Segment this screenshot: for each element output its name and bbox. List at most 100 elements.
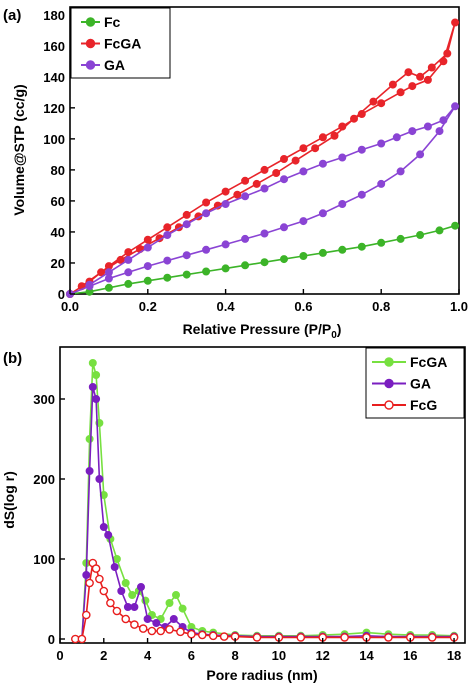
data-point (176, 627, 185, 637)
data-point (279, 154, 288, 163)
data-point (260, 184, 269, 193)
x-tick-label: 0.8 (372, 299, 390, 314)
data-point (88, 358, 97, 367)
data-point (299, 217, 308, 226)
x-tick-label: 0.0 (61, 299, 79, 314)
data-point (299, 167, 308, 176)
x-axis-title-a-main: Relative Pressure (P/P (183, 321, 332, 337)
legend-label: GA (410, 376, 431, 392)
panel-a: (a) 0.0 0.2 0.4 0.6 0.8 1.0 0 20 40 60 80 100 120 140… (3, 6, 468, 341)
data-point (169, 615, 178, 624)
data-point (291, 156, 300, 165)
y-tick-label: 0 (58, 287, 65, 302)
series-group-b (71, 358, 459, 644)
series-ga (66, 102, 460, 298)
data-point (95, 574, 104, 584)
data-point (182, 270, 191, 279)
data-point (85, 434, 94, 443)
data-point (124, 255, 133, 264)
data-point (423, 75, 432, 84)
data-point (330, 131, 339, 140)
data-point (178, 604, 187, 613)
y-tick-label: 0 (48, 632, 55, 647)
data-point (349, 114, 358, 123)
legend-entries-a: Fc FcGA GA (81, 14, 141, 73)
data-point (117, 587, 126, 596)
data-point (241, 176, 250, 185)
data-point (97, 268, 106, 277)
data-point (82, 610, 91, 620)
data-point (435, 127, 444, 136)
data-point (82, 571, 91, 580)
data-point (221, 199, 230, 208)
data-point (338, 199, 347, 208)
data-point (392, 133, 401, 142)
y-tick-label: 120 (43, 101, 65, 116)
x-tick-label: 0.2 (139, 299, 157, 314)
y-tick-label: 180 (43, 8, 65, 23)
data-point (416, 150, 425, 159)
data-point (241, 261, 250, 270)
data-point (388, 80, 397, 89)
plot-frame-a (69, 6, 460, 295)
data-point (318, 133, 327, 142)
legend-marker (384, 400, 394, 410)
data-point (202, 245, 211, 254)
x-tick-label: 14 (359, 648, 374, 663)
data-point (408, 127, 417, 136)
data-point (443, 49, 452, 58)
ticks-group-a: 0.0 0.2 0.4 0.6 0.8 1.0 0 20 40 60 80 100 120 140 160 1… (43, 8, 468, 314)
y-axis-title-a: Volume@STP (cc/g) (11, 84, 27, 215)
data-point (197, 630, 207, 640)
data-point (85, 280, 94, 289)
data-point (143, 276, 152, 285)
data-point (106, 598, 115, 608)
data-point (260, 165, 269, 174)
data-point (384, 633, 393, 642)
legend-label: FcGA (410, 354, 447, 370)
data-point (156, 626, 165, 636)
data-point (147, 626, 157, 636)
legend-marker (384, 357, 394, 367)
series-fcga (77, 358, 459, 644)
data-point (138, 624, 148, 633)
data-point (202, 198, 211, 207)
legend-marker (384, 378, 394, 389)
data-point (451, 221, 460, 230)
data-point (124, 279, 133, 288)
data-point (85, 578, 94, 588)
y-tick-label: 100 (43, 132, 65, 147)
data-point (221, 240, 230, 249)
data-point (171, 591, 180, 600)
data-point (338, 153, 347, 162)
data-point (260, 229, 269, 238)
data-point (143, 615, 152, 624)
y-tick-label: 200 (33, 472, 55, 487)
y-axis-title-b: dS(log r) (1, 471, 17, 529)
data-point (121, 614, 130, 624)
data-point (357, 145, 366, 154)
data-point (182, 210, 191, 219)
data-point (296, 633, 306, 642)
data-point (427, 63, 436, 72)
data-point (377, 179, 386, 188)
y-tick-label: 140 (43, 70, 65, 85)
series-fcg (71, 558, 459, 644)
data-point (104, 268, 113, 277)
data-point (423, 122, 432, 131)
legend-entries-b: FcGA GA FcG (372, 354, 447, 413)
y-tick-label: 20 (51, 256, 65, 271)
data-point (182, 220, 191, 229)
data-point (311, 144, 320, 153)
data-point (241, 192, 250, 201)
legend-label: FcGA (104, 36, 141, 52)
data-point (187, 629, 196, 639)
data-point (318, 159, 327, 168)
x-tick-label: 4 (144, 648, 152, 663)
series-line (81, 386, 455, 640)
data-point (77, 634, 87, 644)
data-point (110, 563, 119, 572)
data-point (299, 251, 308, 260)
panel-label-a: (a) (3, 7, 21, 24)
